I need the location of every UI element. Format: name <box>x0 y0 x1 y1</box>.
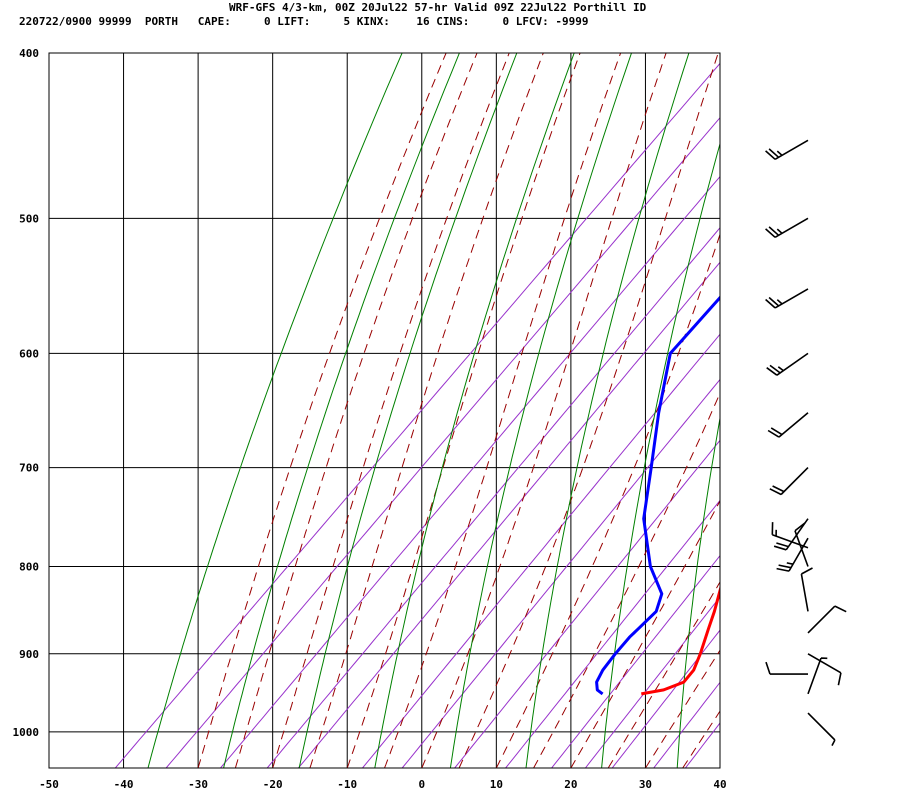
moist-adiabat <box>346 53 581 768</box>
mixing-ratio-line <box>722 53 900 768</box>
temperature-profile <box>641 584 720 696</box>
wind-barb <box>765 217 809 238</box>
mixing-ratio-line <box>266 227 720 768</box>
x-tick-label: 20 <box>564 778 577 791</box>
moist-adiabat <box>458 53 719 768</box>
y-tick-label: 600 <box>19 347 39 360</box>
mixing-ratio-line <box>505 499 720 768</box>
dry-adiabat <box>828 53 900 768</box>
mixing-ratio-line <box>611 629 720 768</box>
wind-barb <box>776 537 809 572</box>
moist-adiabat <box>197 53 447 768</box>
wind-barb <box>765 661 808 675</box>
dry-adiabat <box>753 53 861 768</box>
mixing-ratio-line <box>585 596 720 768</box>
moist-adiabat <box>495 232 720 768</box>
chart-title: WRF-GFS 4/3-km, 00Z 20Jul22 57-hr Valid … <box>229 1 647 14</box>
wind-barb <box>807 657 828 695</box>
mixing-ratio-line <box>165 117 720 768</box>
axis-tick-labels: -50 -40 -30 -20 -10 0 10 20 30 40 400 500 600 700 800 9… <box>13 47 727 791</box>
wind-barb <box>769 467 809 496</box>
moist-adiabats <box>197 53 720 768</box>
moist-adiabat <box>421 53 667 768</box>
dry-adiabat <box>147 53 403 768</box>
mixing-ratio-line <box>653 681 720 768</box>
x-tick-label: 40 <box>713 778 726 791</box>
plot-frame <box>48 52 721 769</box>
y-tick-label: 900 <box>19 648 39 661</box>
mixing-ratio-line <box>401 378 720 768</box>
mixing-ratio-line <box>114 62 720 768</box>
plot-border <box>48 52 721 769</box>
dry-adiabat <box>223 53 460 768</box>
mixing-ratio-line <box>298 261 720 768</box>
x-tick-label: 30 <box>639 778 652 791</box>
x-tick-label: 10 <box>490 778 503 791</box>
dry-adiabat <box>449 53 632 768</box>
x-tick-label: -40 <box>114 778 134 791</box>
mixing-ratio-line <box>551 554 720 768</box>
x-tick-label: -30 <box>188 778 208 791</box>
dry-adiabat <box>601 142 720 768</box>
mixing-ratio-line <box>685 722 720 768</box>
x-tick-label: -50 <box>39 778 59 791</box>
x-tick-label: -10 <box>337 778 357 791</box>
mixing-ratio-lines <box>114 53 900 768</box>
wind-barbs <box>765 139 847 746</box>
x-tick-label: 0 <box>418 778 425 791</box>
wind-barb <box>771 522 809 549</box>
moist-adiabat <box>272 53 510 768</box>
y-tick-label: 400 <box>19 47 39 60</box>
y-tick-label: 800 <box>19 561 39 574</box>
wind-barb <box>807 605 847 634</box>
wind-barb <box>766 352 809 376</box>
y-tick-label: 1000 <box>13 726 40 739</box>
dry-adiabat <box>298 53 518 768</box>
wind-barb <box>807 653 842 686</box>
moist-adiabat <box>644 649 720 768</box>
moist-adiabat <box>309 53 544 768</box>
sounding-profiles <box>595 295 720 696</box>
dry-adiabat <box>374 53 575 768</box>
x-tick-label: -20 <box>263 778 283 791</box>
dry-adiabat <box>676 415 720 768</box>
wind-barb <box>765 139 809 160</box>
moist-adiabat <box>384 53 622 768</box>
grid-lines <box>49 53 720 768</box>
moist-adiabat <box>719 767 720 768</box>
wind-barb <box>765 288 809 309</box>
wind-barb <box>800 567 813 612</box>
moist-adiabat <box>607 581 720 768</box>
moist-adiabat <box>570 499 720 768</box>
y-tick-label: 500 <box>19 212 39 225</box>
wind-barb <box>767 412 809 438</box>
moist-adiabat <box>234 53 478 768</box>
dry-adiabats <box>147 53 900 768</box>
mixing-ratio-line <box>220 175 720 768</box>
mixing-ratio-line <box>362 333 720 768</box>
sounding-indices-header: 220722/0900 99999 PORTH CAPE: 0 LIFT: 5 … <box>19 15 589 28</box>
y-tick-label: 700 <box>19 462 39 475</box>
wind-barb <box>794 522 809 567</box>
mixing-ratio-line <box>454 439 720 768</box>
wind-barb <box>807 712 836 746</box>
moist-adiabat <box>533 391 720 768</box>
dewpoint-profile <box>595 295 720 696</box>
dry-adiabat <box>525 53 690 768</box>
